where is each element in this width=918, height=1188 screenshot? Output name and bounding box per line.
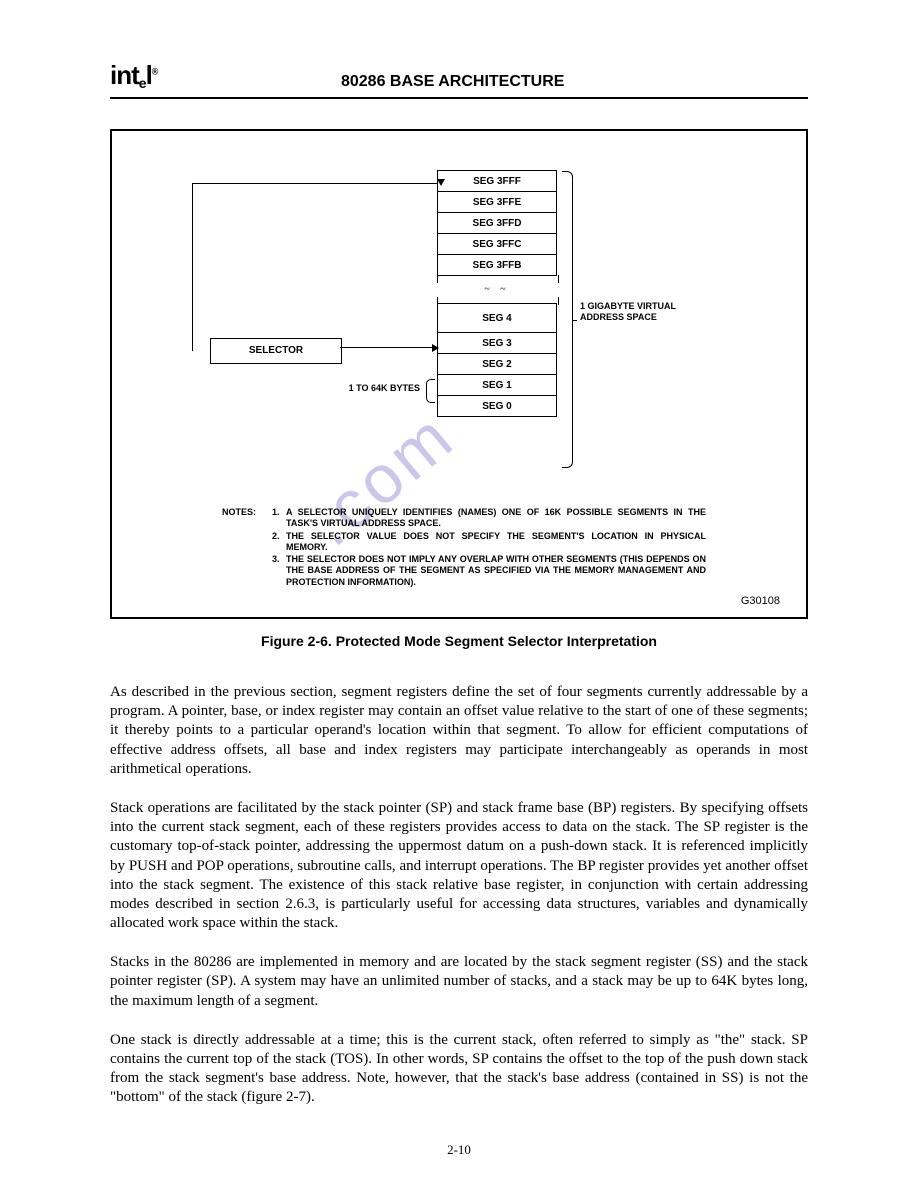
figure-box: SEG 3FFF SEG 3FFE SEG 3FFD SEG 3FFC SEG …	[110, 129, 808, 619]
header-title: 80286 BASE ARCHITECTURE	[157, 73, 808, 91]
body-paragraph: Stack operations are facilitated by the …	[110, 799, 808, 933]
page-number: 2-10	[0, 1142, 918, 1158]
note-text: THE SELECTOR VALUE DOES NOT SPECIFY THE …	[286, 531, 706, 554]
connector-horizontal	[192, 183, 438, 184]
segment-cell: SEG 3FFF	[437, 170, 557, 192]
figure-notes: NOTES: 1.A SELECTOR UNIQUELY IDENTIFIES …	[132, 507, 786, 589]
connector-vertical	[192, 183, 193, 351]
brace-left-icon	[426, 379, 435, 403]
body-paragraph: One stack is directly addressable at a t…	[110, 1031, 808, 1108]
arrow-right-icon	[340, 347, 438, 348]
logo: intel®	[110, 60, 157, 91]
segment-cell: SEG 4	[437, 303, 557, 333]
brace-right-label: 1 GIGABYTE VIRTUAL ADDRESS SPACE	[580, 301, 690, 323]
figure-caption: Figure 2-6. Protected Mode Segment Selec…	[110, 633, 808, 649]
note-number: 1.	[272, 507, 286, 530]
brace-left-label: 1 TO 64K BYTES	[332, 383, 420, 393]
brace-right-icon	[562, 171, 573, 468]
page: .com intel® 80286 BASE ARCHITECTURE SEG …	[0, 0, 918, 1188]
segment-cell: SEG 1	[437, 374, 557, 396]
body-paragraph: Stacks in the 80286 are implemented in m…	[110, 953, 808, 1011]
segment-stack: SEG 3FFF SEG 3FFE SEG 3FFD SEG 3FFC SEG …	[437, 171, 557, 417]
figure-code: G30108	[132, 595, 786, 607]
segment-cell: SEG 3FFB	[437, 254, 557, 276]
page-header: intel® 80286 BASE ARCHITECTURE	[110, 60, 808, 99]
notes-label: NOTES:	[222, 507, 272, 589]
segment-cell: SEG 3FFC	[437, 233, 557, 255]
segment-cell: SEG 3FFE	[437, 191, 557, 213]
diagram: SEG 3FFF SEG 3FFE SEG 3FFD SEG 3FFC SEG …	[132, 171, 786, 491]
body-paragraph: As described in the previous section, se…	[110, 683, 808, 779]
segment-cell: SEG 2	[437, 353, 557, 375]
note-text: A SELECTOR UNIQUELY IDENTIFIES (NAMES) O…	[286, 507, 706, 530]
note-text: THE SELECTOR DOES NOT IMPLY ANY OVERLAP …	[286, 554, 706, 588]
note-number: 2.	[272, 531, 286, 554]
note-number: 3.	[272, 554, 286, 588]
segment-gap: ~ ~	[437, 276, 557, 304]
notes-list: 1.A SELECTOR UNIQUELY IDENTIFIES (NAMES)…	[272, 507, 706, 589]
segment-cell: SEG 3FFD	[437, 212, 557, 234]
selector-box: SELECTOR	[210, 338, 342, 364]
segment-cell: SEG 3	[437, 332, 557, 354]
segment-cell: SEG 0	[437, 395, 557, 417]
